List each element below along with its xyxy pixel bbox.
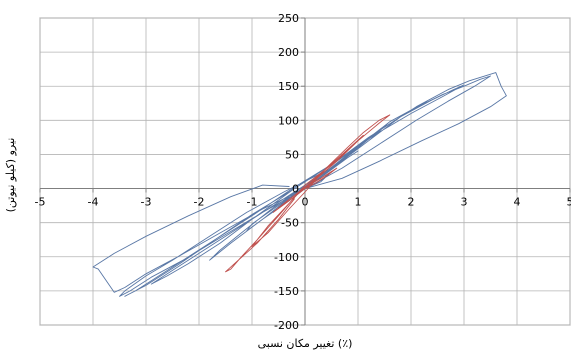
x-tick-label: 5 <box>567 196 571 209</box>
x-tick-label: 0 <box>302 196 309 209</box>
x-tick-label: 2 <box>408 196 415 209</box>
x-tick-label: 3 <box>461 196 468 209</box>
y-tick-label: 100 <box>278 114 299 127</box>
x-tick-label: -2 <box>194 196 205 209</box>
x-tick-label: -5 <box>35 196 46 209</box>
y-axis-title: نیرو (کیلو نیوتن) <box>4 138 17 213</box>
y-tick-label: -150 <box>274 285 299 298</box>
y-tick-label: -200 <box>274 319 299 332</box>
x-tick-label: 4 <box>514 196 521 209</box>
y-tick-label: 150 <box>278 80 299 93</box>
y-tick-label: -100 <box>274 251 299 264</box>
y-tick-label: 200 <box>278 46 299 59</box>
x-axis-title: تغییر مکان نسبی (٪) <box>258 337 353 350</box>
x-tick-label: -3 <box>141 196 152 209</box>
x-tick-label: -1 <box>247 196 258 209</box>
y-tick-label: 250 <box>278 12 299 25</box>
x-tick-label: -4 <box>88 196 99 209</box>
y-tick-label: -50 <box>281 217 299 230</box>
y-tick-label: 0 <box>292 183 299 196</box>
x-tick-label: 1 <box>355 196 362 209</box>
y-tick-label: 50 <box>285 148 299 161</box>
